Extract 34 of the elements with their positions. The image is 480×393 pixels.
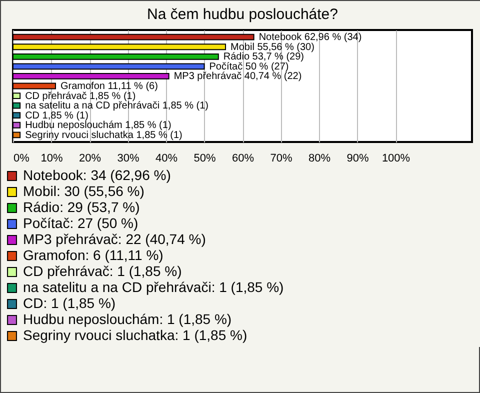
x-tick-label: 0% <box>14 152 30 164</box>
legend-label: na satelitu a na CD přehrávači: 1 (1,85 %) <box>23 279 284 295</box>
data-label: MP3 přehrávač 40,74 % (22) <box>174 71 302 82</box>
legend-label: Gramofon: 6 (11,11 %) <box>23 247 164 263</box>
legend-label: Segriny rvouci sluchatka: 1 (1,85 %) <box>23 327 248 343</box>
data-label: Hudbu neposlouchám 1,85 % (1) <box>25 120 172 132</box>
x-tick-label: 30% <box>117 152 140 164</box>
legend-label: CD přehrávač: 1 (1,85 %) <box>23 263 182 279</box>
data-label: na satelitu a na CD přehrávači 1,85 % (1) <box>25 100 209 112</box>
x-tick-label: 20% <box>78 152 102 164</box>
data-label: Notebook 62,96 % (34) <box>258 32 362 44</box>
legend-label: Notebook: 34 (62,96 %) <box>23 167 171 183</box>
x-tick-label: 50% <box>194 152 216 164</box>
x-tick-label: 80% <box>308 152 331 164</box>
data-label: Gramofon 11,11 % (6) <box>60 81 158 92</box>
chart-title: Na čem hudbu posloucháte? <box>147 6 338 23</box>
data-label: Počítač 50 % (27) <box>209 61 289 72</box>
legend-label: CD: 1 (1,85 %) <box>23 295 116 311</box>
x-tick-label: 100% <box>382 152 410 164</box>
legend-label: Rádio: 29 (53,7 %) <box>23 199 140 215</box>
legend-label: Hudbu neposlouchám: 1 (1,85 %) <box>23 311 232 327</box>
data-label: Mobil 55,56 % (30) <box>230 42 314 53</box>
data-label: Segriny rvouci sluchatka 1,85 % (1) <box>25 130 182 141</box>
x-tick-label: 60% <box>232 152 254 164</box>
data-label: CD přehrávač 1,85 % (1) <box>25 90 136 102</box>
data-label: CD 1,85 % (1) <box>25 110 88 122</box>
x-tick-label: 40% <box>155 152 178 164</box>
legend-label: MP3 přehrávač: 22 (40,74 %) <box>23 231 206 247</box>
data-label: Rádio 53,7 % (29) <box>223 52 304 63</box>
x-tick-label: 90% <box>346 152 369 164</box>
legend-label: Počítač: 27 (50 %) <box>23 215 138 231</box>
legend-label: Mobil: 30 (55,56 %) <box>23 183 144 199</box>
x-tick-label: 10% <box>40 152 63 164</box>
x-tick-label: 70% <box>270 152 292 164</box>
